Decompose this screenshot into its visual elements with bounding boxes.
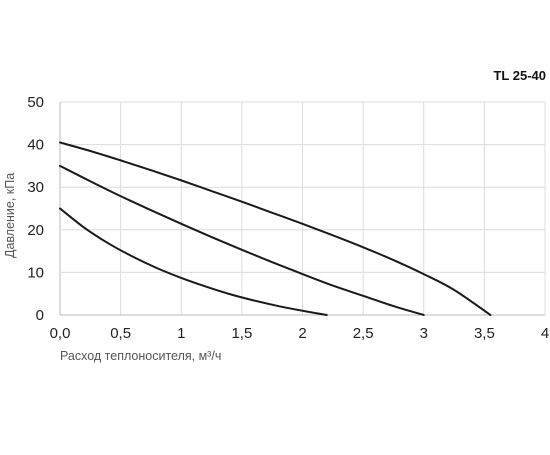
y-tick-label: 40	[27, 137, 44, 154]
pump-curve-1	[59, 207, 328, 316]
x-tick-label: 3	[420, 325, 428, 342]
pump-curve-2	[59, 164, 425, 316]
x-tick-label: 1	[177, 325, 185, 342]
y-tick-label: 50	[27, 94, 44, 111]
y-tick-label: 10	[27, 264, 44, 281]
grid-layer	[59, 101, 546, 316]
x-tick-label: 1,5	[231, 325, 252, 342]
pump-curve-3	[59, 141, 492, 316]
series-layer	[59, 141, 492, 316]
x-tick-label: 0,0	[50, 325, 71, 342]
x-tick-label: 0,5	[110, 325, 131, 342]
x-tick-label: 4	[541, 325, 549, 342]
x-tick-label: 2,5	[353, 325, 374, 342]
y-tick-label: 20	[27, 222, 44, 239]
y-axis-label: Давление, кПа	[3, 173, 17, 258]
x-tick-label: 3,5	[474, 325, 495, 342]
y-tick-label: 30	[27, 179, 44, 196]
x-tick-label: 2	[298, 325, 306, 342]
x-axis-label: Расход теплоносителя, м³/ч	[60, 349, 221, 363]
chart-title: TL 25-40	[493, 68, 546, 83]
y-tick-label: 0	[36, 307, 44, 324]
